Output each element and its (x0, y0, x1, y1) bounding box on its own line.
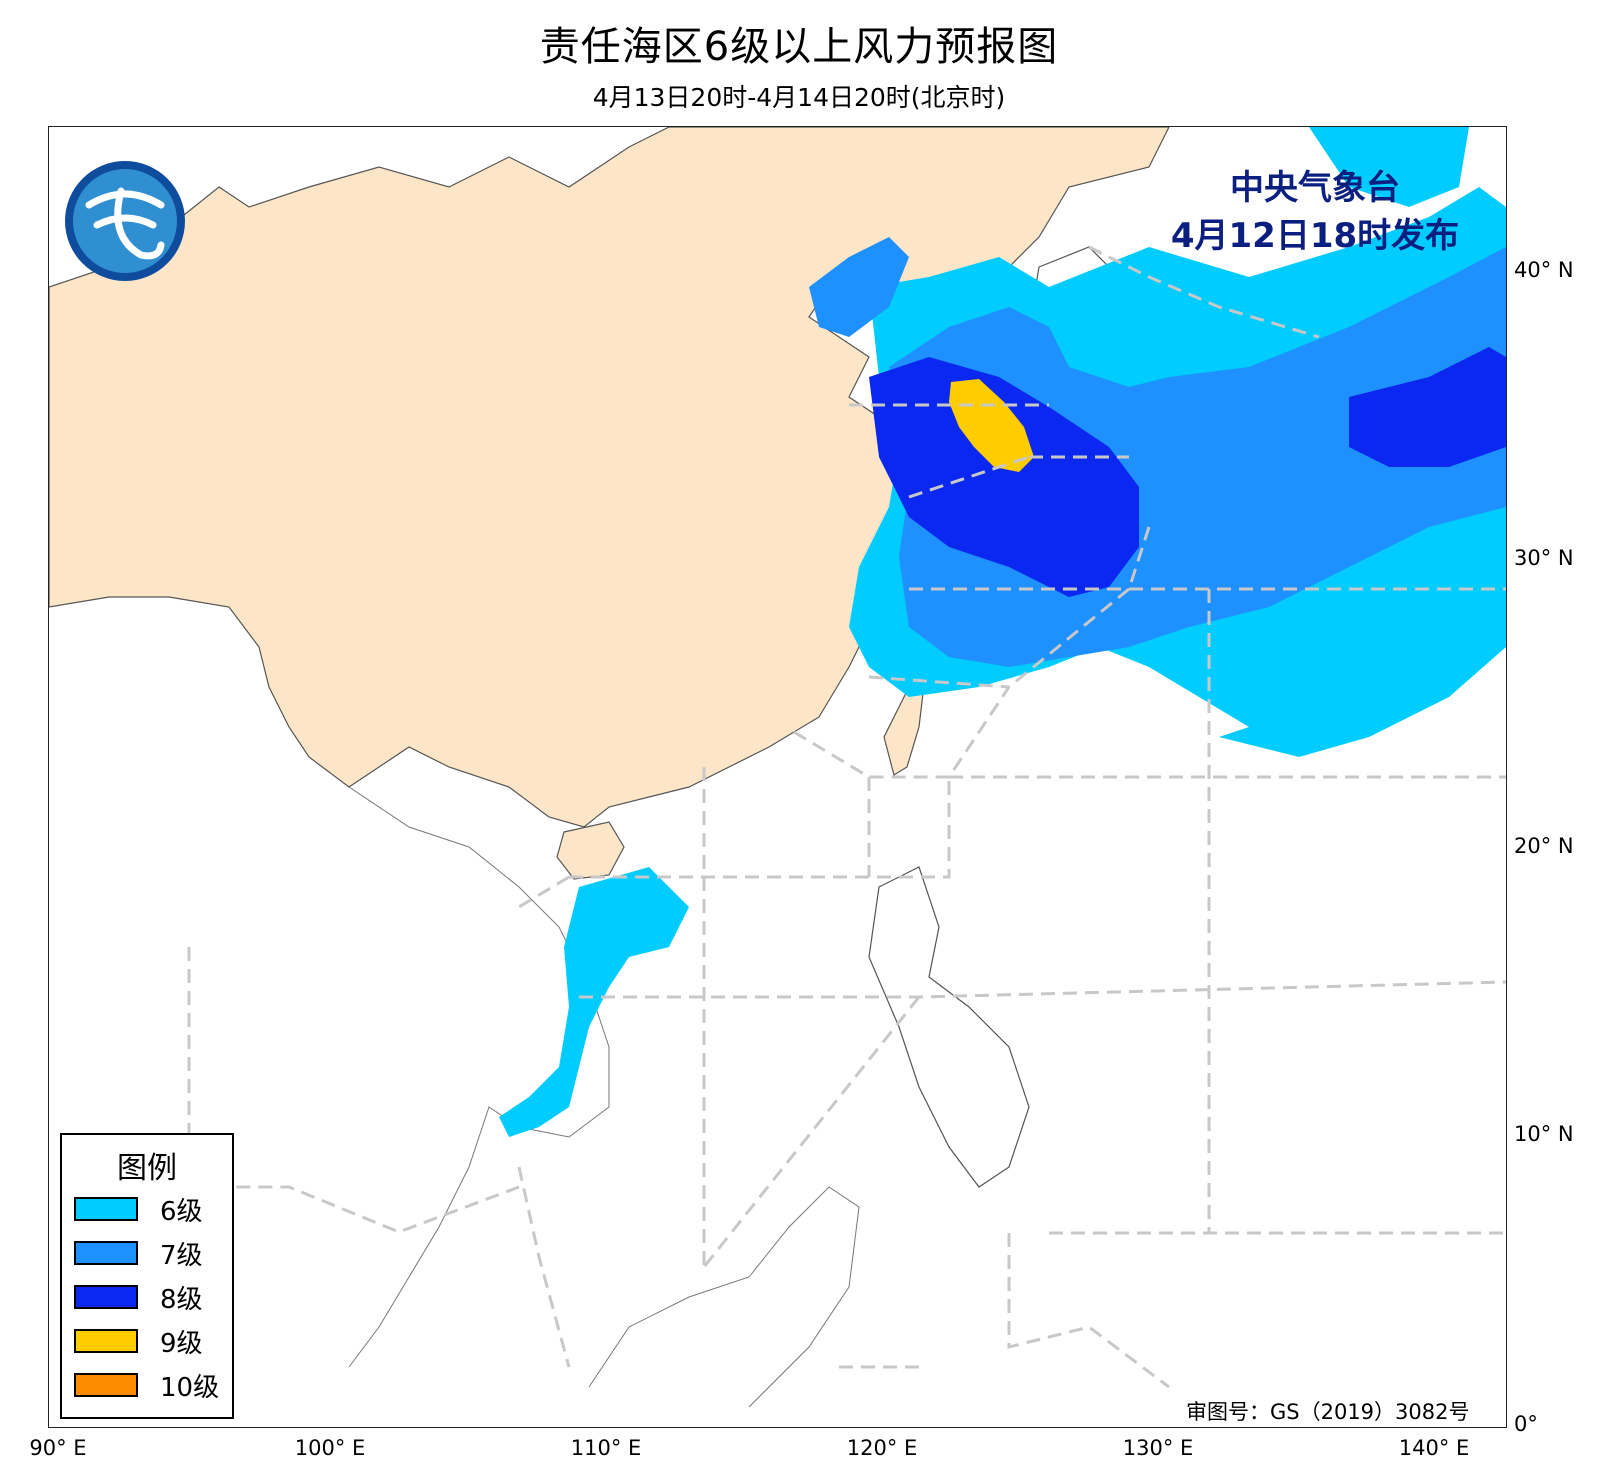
x-tick-label: 100° E (294, 1436, 366, 1460)
y-tick-label: 0° (1514, 1412, 1538, 1436)
legend-label: 8级 (160, 1284, 203, 1315)
legend-swatch-7 (74, 1241, 138, 1265)
x-tick-label: 110° E (570, 1436, 642, 1460)
legend-swatch-10 (74, 1373, 138, 1397)
indochina (348, 786, 610, 1368)
issuer-time: 4月12日18时发布 (1170, 216, 1460, 256)
wind-area-8 (869, 357, 1139, 597)
forecast-period: 4月13日20时-4月14日20时(北京时) (592, 83, 1006, 112)
x-tick-label: 140° E (1398, 1436, 1470, 1460)
map-area (48, 126, 1507, 1428)
x-tick-label: 90° E (29, 1436, 87, 1460)
legend-label: 7级 (160, 1240, 203, 1271)
legend-label: 10级 (160, 1372, 220, 1403)
legend-item: 8级 (62, 1275, 232, 1319)
x-tick-label: 130° E (1122, 1436, 1194, 1460)
y-tick-label: 10° N (1514, 1122, 1574, 1146)
philippines (868, 866, 1030, 1188)
wind-area-6-gulf-tonkin (499, 867, 689, 1137)
map-canvas (49, 127, 1506, 1408)
wind-area-6-japan-north (1309, 127, 1469, 207)
legend-item: 9级 (62, 1319, 232, 1363)
y-tick-label: 40° N (1514, 258, 1574, 282)
map-title: 责任海区6级以上风力预报图 (539, 24, 1059, 70)
approval-number: 审图号：GS（2019）3082号 (1186, 1400, 1470, 1424)
sea-zone-boundaries (187, 245, 1506, 1389)
legend-label: 6级 (160, 1196, 203, 1227)
legend-swatch-8 (74, 1285, 138, 1309)
legend-swatch-6 (74, 1197, 138, 1221)
cma-logo-icon (65, 161, 185, 281)
legend-item: 6级 (62, 1187, 232, 1231)
y-tick-label: 30° N (1514, 546, 1574, 570)
y-tick-label: 20° N (1514, 834, 1574, 858)
issuer-block: 中央气象台 4月12日18时发布 (1150, 164, 1480, 260)
issuer-name: 中央气象台 (1230, 168, 1400, 208)
legend: 图例 6级 7级 8级 9级 10级 (60, 1133, 234, 1419)
legend-swatch-9 (74, 1329, 138, 1353)
wind-area-8-east (1349, 347, 1506, 467)
legend-item: 7级 (62, 1231, 232, 1275)
wind-area-7-bohai (809, 237, 909, 337)
wind-area-9-yellow-sea (949, 379, 1034, 472)
wind-area-6-pacific-band (1219, 547, 1506, 757)
legend-title: 图例 (117, 1151, 177, 1186)
legend-label: 9级 (160, 1328, 203, 1359)
hainan-island (556, 821, 625, 880)
legend-item: 10级 (62, 1363, 232, 1407)
borneo (588, 1186, 860, 1408)
x-tick-label: 120° E (846, 1436, 918, 1460)
taiwan-island (883, 684, 925, 776)
